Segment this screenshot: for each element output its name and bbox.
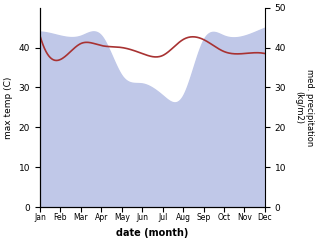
Y-axis label: max temp (C): max temp (C) [4,76,13,138]
X-axis label: date (month): date (month) [116,228,189,238]
Y-axis label: med. precipitation
(kg/m2): med. precipitation (kg/m2) [294,69,314,146]
